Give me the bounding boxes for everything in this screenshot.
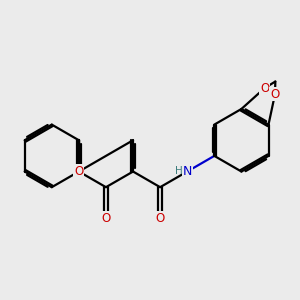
Text: O: O [101,212,111,225]
Text: H: H [175,166,183,176]
Text: N: N [183,165,192,178]
Text: O: O [260,82,269,94]
Text: O: O [270,88,280,100]
Text: O: O [155,212,165,225]
Text: O: O [74,165,83,178]
